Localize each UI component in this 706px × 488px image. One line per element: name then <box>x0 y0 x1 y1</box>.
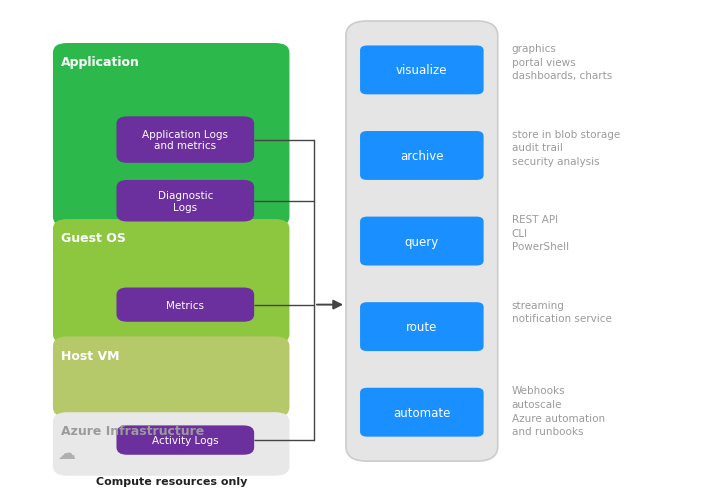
FancyBboxPatch shape <box>346 22 498 461</box>
Text: store in blob storage
audit trail
security analysis: store in blob storage audit trail securi… <box>512 129 620 166</box>
FancyBboxPatch shape <box>360 388 484 437</box>
Text: Compute resources only: Compute resources only <box>96 476 247 486</box>
FancyBboxPatch shape <box>116 288 254 322</box>
Text: automate: automate <box>393 406 450 419</box>
FancyBboxPatch shape <box>360 132 484 181</box>
Text: ☁: ☁ <box>56 444 75 462</box>
Text: Diagnostic
Logs: Diagnostic Logs <box>157 190 213 212</box>
Text: Webhooks
autoscale
Azure automation
and runbooks: Webhooks autoscale Azure automation and … <box>512 386 605 436</box>
Text: route: route <box>406 321 438 333</box>
Text: streaming
notification service: streaming notification service <box>512 300 611 324</box>
Text: Activity Logs: Activity Logs <box>152 435 219 445</box>
FancyBboxPatch shape <box>53 220 289 344</box>
Text: Host VM: Host VM <box>61 349 120 362</box>
FancyBboxPatch shape <box>360 46 484 95</box>
Text: graphics
portal views
dashboards, charts: graphics portal views dashboards, charts <box>512 44 612 81</box>
Text: archive: archive <box>400 150 443 163</box>
Text: Guest OS: Guest OS <box>61 232 126 245</box>
FancyBboxPatch shape <box>360 303 484 351</box>
FancyBboxPatch shape <box>116 181 254 222</box>
Text: Application: Application <box>61 56 140 69</box>
FancyBboxPatch shape <box>116 426 254 455</box>
Text: query: query <box>405 235 439 248</box>
Text: REST API
CLI
PowerShell: REST API CLI PowerShell <box>512 215 569 252</box>
FancyBboxPatch shape <box>53 337 289 417</box>
FancyBboxPatch shape <box>116 117 254 163</box>
Text: Azure Infrastructure: Azure Infrastructure <box>61 425 205 438</box>
Text: visualize: visualize <box>396 64 448 77</box>
Text: Metrics: Metrics <box>167 300 204 310</box>
FancyBboxPatch shape <box>360 217 484 266</box>
Text: Application Logs
and metrics: Application Logs and metrics <box>143 129 228 151</box>
FancyBboxPatch shape <box>53 412 289 476</box>
FancyBboxPatch shape <box>53 44 289 227</box>
